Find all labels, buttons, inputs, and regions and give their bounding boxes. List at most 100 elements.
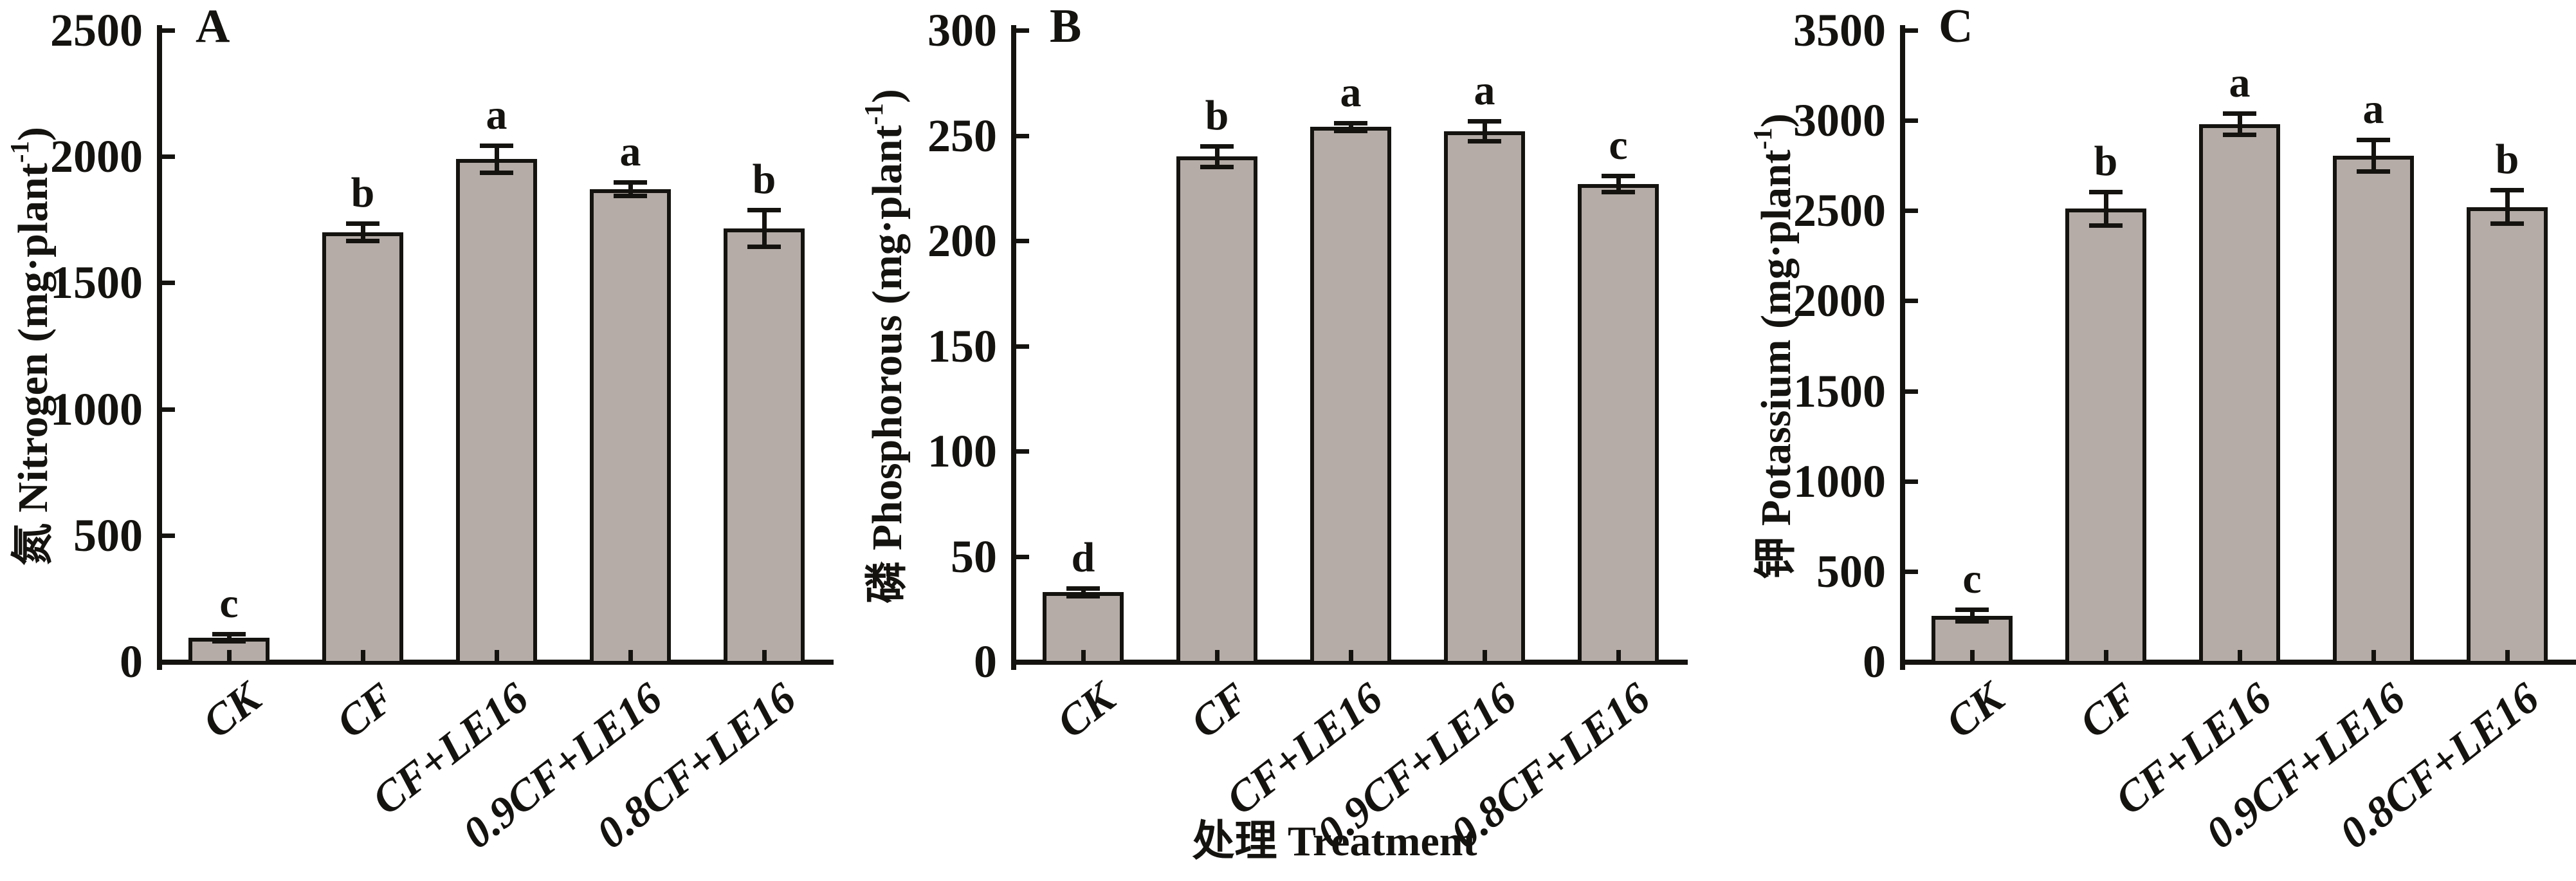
y-axis-tick <box>1016 449 1029 454</box>
y-axis-tick <box>1016 133 1029 138</box>
y-tick-label: 0 <box>974 636 997 687</box>
y-axis-tick <box>1016 239 1029 243</box>
error-bar-line <box>2505 190 2510 225</box>
y-tick-label: 2500 <box>50 5 143 56</box>
y-axis-label-en: Nitrogen <box>10 353 57 513</box>
y-axis-label-en: Phosphorous <box>864 315 911 551</box>
bar-CF+LE16 <box>1310 127 1391 665</box>
error-bar-cap-top <box>480 143 513 148</box>
x-axis-tick <box>495 650 499 662</box>
bar-CF <box>2065 209 2146 665</box>
x-axis-tick <box>2371 650 2376 662</box>
bar-0.9CF+LE16 <box>2333 155 2414 665</box>
y-axis-tick <box>162 407 175 412</box>
bar-CF+LE16 <box>456 159 537 665</box>
error-bar-line <box>1349 122 1353 131</box>
error-bar-cap-bottom <box>614 194 647 199</box>
y-axis-tick <box>1016 28 1029 33</box>
x-axis-tick <box>361 650 365 662</box>
y-axis-tick <box>1905 299 1918 304</box>
y-axis-tick <box>162 533 175 538</box>
y-axis-tick <box>1905 118 1918 124</box>
significance-letter: d <box>1071 533 1095 581</box>
y-axis-label-unit: (mg·plant-1) <box>5 127 57 353</box>
x-axis-tick <box>1349 650 1353 662</box>
y-axis-label: 磷 Phosphorous (mg·plant-1) <box>851 0 911 732</box>
y-axis-line <box>157 25 162 670</box>
y-axis-tick <box>1905 569 1918 574</box>
significance-letter: b <box>2094 137 2118 185</box>
x-axis-tick <box>1616 650 1621 662</box>
y-axis-line <box>1011 25 1016 670</box>
significance-letter: b <box>351 169 375 217</box>
error-bar-line <box>1081 588 1086 597</box>
y-tick-label: 500 <box>1816 545 1886 597</box>
error-bar-cap-top <box>747 207 781 212</box>
error-bar-cap-top <box>1602 173 1635 178</box>
x-axis-tick <box>1970 650 1975 662</box>
x-axis-tick <box>628 650 633 662</box>
significance-letter: b <box>1205 91 1229 139</box>
error-bar-line <box>495 145 499 173</box>
error-bar-cap-top <box>1200 144 1234 149</box>
panel-label: B <box>1050 0 1082 53</box>
bar-0.8CF+LE16 <box>2467 207 2548 665</box>
y-tick-label: 2500 <box>1793 185 1886 237</box>
significance-letter: a <box>2362 85 2384 133</box>
x-axis-tick <box>227 650 232 662</box>
error-bar-line <box>1616 175 1621 192</box>
y-axis-tick <box>162 28 175 33</box>
y-axis-tick <box>1905 389 1918 394</box>
error-bar-cap-bottom <box>212 638 246 644</box>
y-axis-tick <box>162 154 175 160</box>
x-axis-title: 处理 Treatment <box>1192 818 1477 865</box>
error-bar-cap-bottom <box>2089 223 2123 228</box>
error-bar-line <box>628 182 633 197</box>
significance-letter: a <box>1340 68 1362 116</box>
y-axis-tick <box>1905 28 1918 33</box>
error-bar-cap-top <box>1955 607 1989 612</box>
bar-CF <box>1176 156 1257 665</box>
significance-letter: b <box>2495 136 2519 183</box>
y-axis-label-zh: 氮 <box>10 523 57 566</box>
y-tick-label: 3000 <box>1793 95 1886 147</box>
y-tick-label: 2000 <box>50 131 143 183</box>
error-bar-line <box>1215 145 1219 167</box>
error-bar-cap-top <box>2089 189 2123 194</box>
error-bar-cap-bottom <box>1602 189 1635 194</box>
y-tick-label: 0 <box>120 636 143 687</box>
error-bar-cap-top <box>346 221 379 227</box>
error-bar-cap-bottom <box>1955 619 1989 624</box>
y-tick-label: 200 <box>927 215 997 266</box>
x-axis-tick <box>1215 650 1219 662</box>
y-axis-tick <box>1016 344 1029 349</box>
error-bar-cap-top <box>212 631 246 636</box>
error-bar-line <box>2238 113 2242 135</box>
error-bar-cap-bottom <box>2357 169 2390 174</box>
error-bar-cap-bottom <box>346 238 379 243</box>
y-tick-label: 1000 <box>50 383 143 435</box>
error-bar-cap-top <box>2223 111 2256 116</box>
y-axis-label-zh: 磷 <box>864 561 911 604</box>
error-bar-cap-top <box>1468 118 1501 124</box>
y-axis-label-unit: (mg·plant-1) <box>1748 113 1800 340</box>
error-bar-cap-top <box>614 180 647 185</box>
y-tick-label: 1500 <box>50 257 143 309</box>
y-tick-label: 0 <box>1863 636 1886 687</box>
y-axis-label: 钾 Potassium (mg·plant-1) <box>1740 0 1800 732</box>
y-tick-label: 1000 <box>1793 455 1886 507</box>
bar-0.8CF+LE16 <box>1578 183 1659 665</box>
y-tick-label: 100 <box>927 425 997 477</box>
x-axis-tick <box>2238 650 2242 662</box>
significance-letter: c <box>1962 555 1982 602</box>
error-bar-cap-bottom <box>1468 139 1501 144</box>
error-bar-line <box>762 209 767 248</box>
y-tick-label: 250 <box>927 109 997 162</box>
y-axis-tick <box>1905 479 1918 484</box>
y-axis-label-unit: (mg·plant-1) <box>859 89 911 315</box>
error-bar-line <box>1970 609 1975 622</box>
y-axis-label-en: Potassium <box>1753 339 1800 526</box>
error-bar-cap-top <box>2490 188 2524 193</box>
bar-0.8CF+LE16 <box>724 228 805 665</box>
